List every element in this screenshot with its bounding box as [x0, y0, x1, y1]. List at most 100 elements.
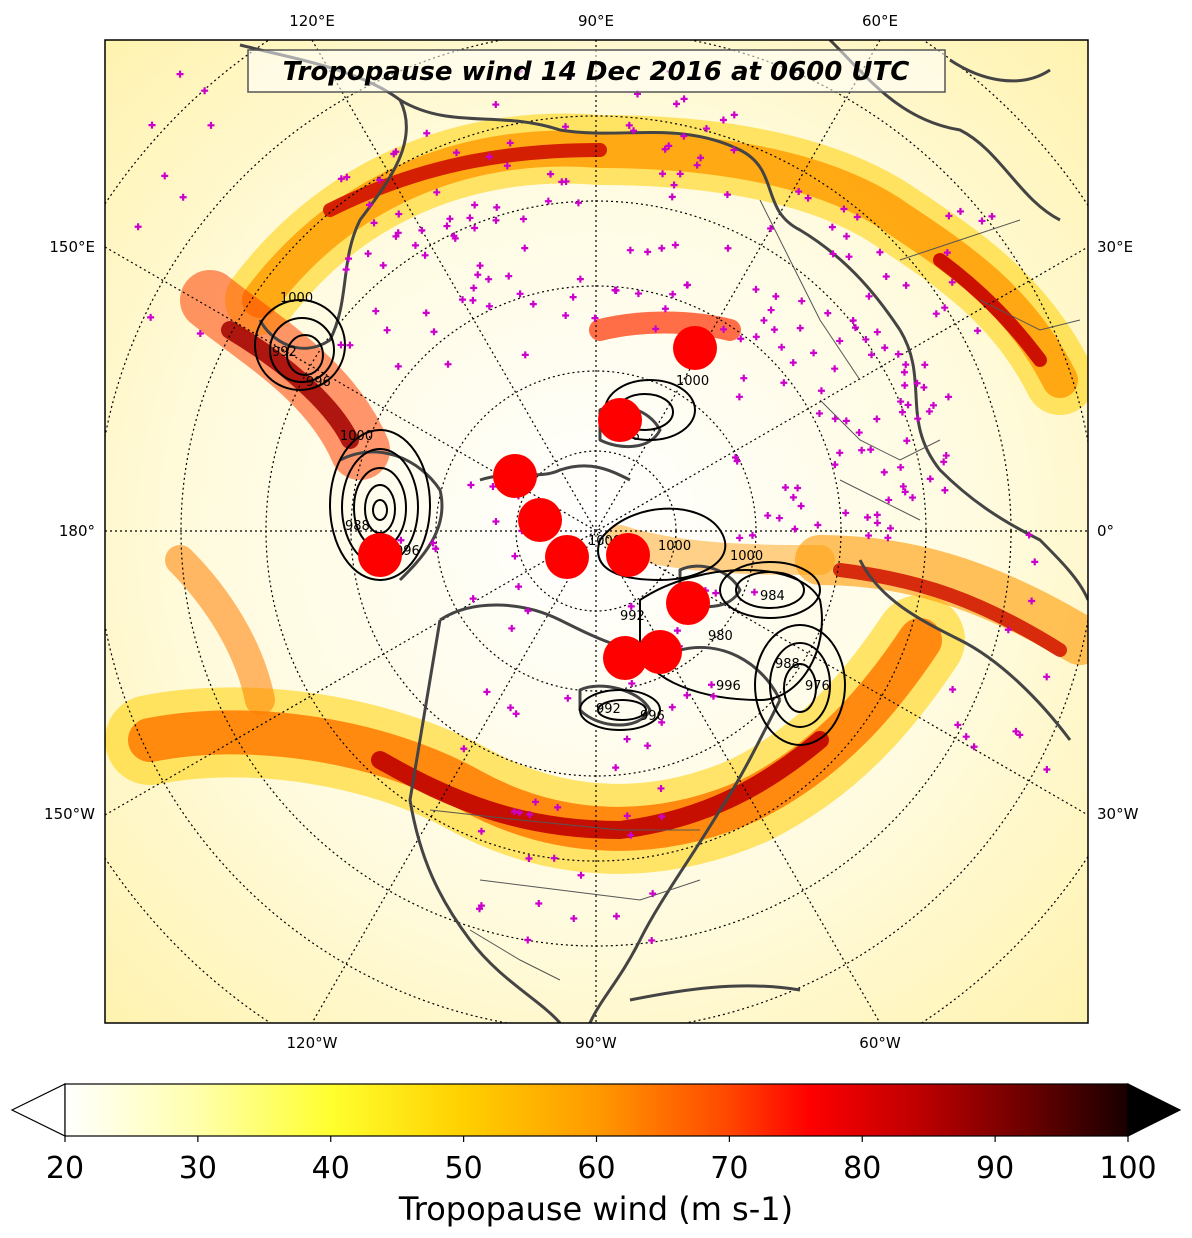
station-marker: [881, 344, 889, 352]
station-marker: [882, 272, 890, 280]
station-marker: [489, 483, 497, 491]
station-marker: [1043, 673, 1051, 681]
contour-label: 996: [716, 679, 741, 694]
station-marker: [148, 121, 156, 129]
colorbar-tick-label: 70: [710, 1151, 748, 1186]
cyclone-marker: [493, 454, 537, 498]
station-marker: [880, 468, 888, 476]
station-marker: [941, 486, 949, 494]
station-marker: [623, 735, 631, 743]
station-marker: [683, 691, 691, 699]
cyclone-marker: [638, 630, 682, 674]
country-borders: [429, 199, 1081, 981]
map-frame: [104, 39, 1089, 1024]
station-marker: [909, 494, 917, 502]
station-marker: [524, 936, 532, 944]
colorbar-tick-label: 60: [577, 1151, 615, 1186]
station-marker: [524, 607, 532, 615]
station-marker: [921, 361, 929, 369]
station-marker: [613, 912, 621, 920]
station-marker: [652, 325, 660, 333]
station-marker: [949, 686, 957, 694]
station-marker: [433, 188, 441, 196]
cyclone-marker: [545, 535, 589, 579]
station-marker: [929, 401, 937, 409]
station-marker: [343, 173, 351, 181]
station-marker: [670, 181, 678, 189]
station-marker: [648, 936, 656, 944]
station-marker: [920, 383, 928, 391]
station-marker: [612, 286, 620, 294]
station-marker: [684, 281, 692, 289]
cyclone-marker: [666, 581, 710, 625]
station-marker: [843, 232, 851, 240]
map-title: Tropopause wind 14 Dec 2016 at 0600 UTC: [283, 57, 910, 87]
station-marker: [519, 215, 527, 223]
station-marker: [668, 703, 676, 711]
colorbar-tick-label: 40: [312, 1151, 350, 1186]
colorbar-under-arrow: [10, 1083, 66, 1137]
station-marker: [865, 292, 873, 300]
station-marker: [944, 393, 952, 401]
station-marker: [828, 223, 836, 231]
station-marker: [147, 313, 155, 321]
station-marker: [471, 201, 479, 209]
station-marker: [858, 446, 866, 454]
station-marker: [634, 290, 642, 298]
colorbar-tick-label: 90: [976, 1151, 1014, 1186]
station-marker: [897, 398, 905, 406]
station-marker: [422, 309, 430, 317]
station-marker: [510, 808, 518, 816]
colorbar-label: Tropopause wind (m s-1): [398, 1190, 793, 1228]
station-marker: [940, 458, 948, 466]
station-marker: [512, 710, 520, 718]
station-marker: [394, 362, 402, 370]
station-marker: [708, 681, 716, 689]
station-marker: [730, 146, 738, 154]
contour-label: 980: [708, 629, 733, 644]
station-marker: [503, 162, 511, 170]
station-marker: [831, 365, 839, 373]
station-marker: [914, 415, 922, 423]
station-marker: [750, 588, 758, 596]
station-marker: [429, 539, 437, 547]
station-marker: [337, 341, 345, 349]
lat-label-right: 30°E: [1097, 238, 1133, 256]
station-marker: [873, 415, 881, 423]
station-marker: [945, 212, 953, 220]
station-marker: [564, 694, 572, 702]
station-marker: [748, 531, 756, 539]
lat-label-right: 30°W: [1097, 805, 1139, 823]
station-marker: [797, 502, 805, 510]
lat-label-left: 150°W: [44, 805, 95, 823]
contour-label: 976: [805, 679, 830, 694]
cyclone-marker: [603, 636, 647, 680]
station-marker: [962, 733, 970, 741]
station-marker: [544, 197, 552, 205]
station-marker: [901, 381, 909, 389]
station-marker: [702, 125, 710, 133]
station-marker: [460, 745, 468, 753]
station-marker: [628, 680, 636, 688]
station-marker: [207, 121, 215, 129]
station-marker: [525, 855, 533, 863]
station-marker: [623, 812, 631, 820]
cyclone-marker: [606, 533, 650, 577]
station-marker: [902, 281, 910, 289]
colorbar-gradient: [64, 1083, 1129, 1137]
station-marker: [948, 278, 956, 286]
station-marker: [904, 401, 912, 409]
station-marker: [867, 446, 875, 454]
station-marker: [658, 813, 666, 821]
station-marker: [719, 116, 727, 124]
station-marker: [767, 306, 775, 314]
station-marker: [730, 111, 738, 119]
graticule: [105, 40, 1088, 1023]
colorbar-ticks: 20 30 40 50 60 70 80 90 100: [46, 1136, 1157, 1186]
station-marker: [897, 463, 905, 471]
colorbar-tick-label: 30: [179, 1151, 217, 1186]
station-marker: [903, 437, 911, 445]
station-marker: [570, 915, 578, 923]
station-marker: [477, 902, 485, 910]
